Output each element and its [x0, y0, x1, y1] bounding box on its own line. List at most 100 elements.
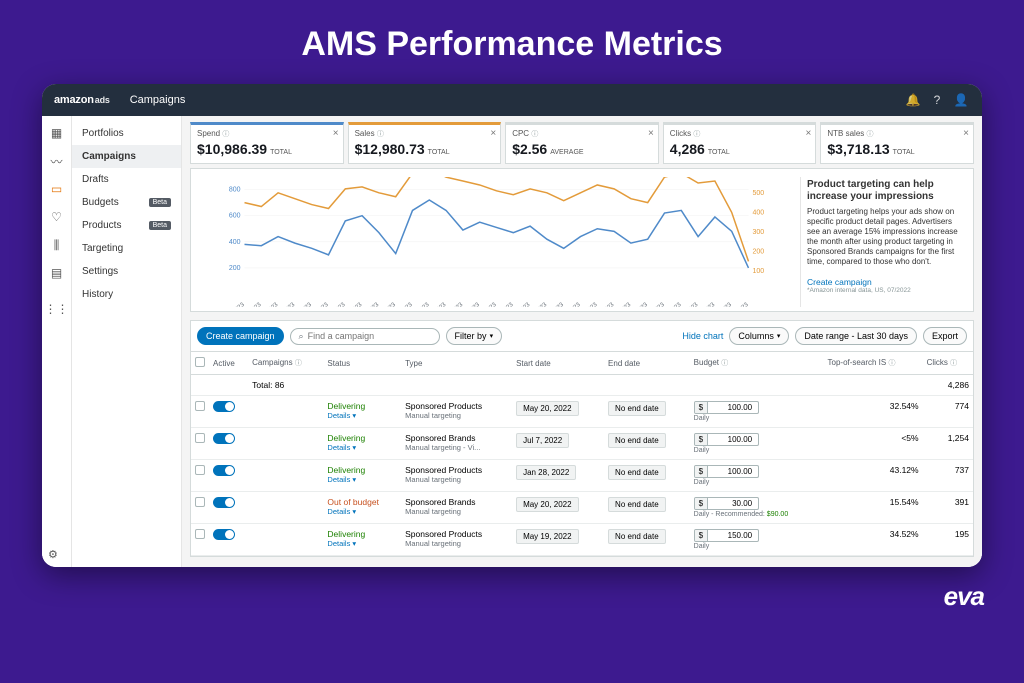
- metric-card-cpc[interactable]: ×CPC ⓘ$2.56AVERAGE: [505, 122, 659, 164]
- wallet-icon[interactable]: ▭: [50, 182, 64, 196]
- column-header[interactable]: Status: [323, 352, 401, 375]
- svg-text:400: 400: [229, 239, 241, 246]
- metric-card-ntb-sales[interactable]: ×NTB sales ⓘ$3,718.13TOTAL: [820, 122, 974, 164]
- status-text: Out of budget: [327, 497, 397, 507]
- columns-button[interactable]: Columns ▾: [729, 327, 789, 345]
- sidebar-item-label: Campaigns: [82, 151, 136, 162]
- details-link[interactable]: Details ▾: [327, 411, 397, 420]
- trend-icon[interactable]: 〰: [50, 154, 64, 168]
- sidebar-item-budgets[interactable]: BudgetsBeta: [72, 191, 181, 214]
- footer-brand: eva: [944, 581, 984, 612]
- end-date[interactable]: No end date: [608, 401, 666, 416]
- metric-card-clicks[interactable]: ×Clicks ⓘ4,286TOTAL: [663, 122, 817, 164]
- budget-frequency: Daily: [694, 479, 820, 486]
- end-date[interactable]: No end date: [608, 433, 666, 448]
- close-icon[interactable]: ×: [963, 128, 969, 139]
- beta-badge: Beta: [149, 198, 171, 207]
- search-field[interactable]: [308, 331, 431, 341]
- bars-icon[interactable]: ⫼: [50, 238, 64, 252]
- row-checkbox[interactable]: [195, 433, 205, 443]
- row-checkbox[interactable]: [195, 529, 205, 539]
- date-range-button[interactable]: Date range - Last 30 days: [795, 327, 917, 345]
- budget-input[interactable]: $100.00: [694, 433, 759, 446]
- column-header[interactable]: Active: [209, 352, 248, 375]
- promo-link[interactable]: Create campaign: [807, 277, 963, 287]
- promo-panel: Product targeting can help increase your…: [800, 177, 965, 307]
- sidebar-item-campaigns[interactable]: Campaigns: [72, 145, 181, 168]
- end-date[interactable]: No end date: [608, 465, 666, 480]
- active-toggle[interactable]: [213, 401, 235, 412]
- start-date[interactable]: May 19, 2022: [516, 529, 578, 544]
- sidebar-item-settings[interactable]: Settings: [72, 260, 181, 283]
- export-button[interactable]: Export: [923, 327, 967, 345]
- tos-value: 15.54%: [824, 492, 923, 524]
- create-campaign-button[interactable]: Create campaign: [197, 327, 284, 345]
- shield-icon[interactable]: ♡: [50, 210, 64, 224]
- sidebar-item-drafts[interactable]: Drafts: [72, 168, 181, 191]
- targeting-type: Manual targeting: [405, 507, 508, 516]
- column-header[interactable]: Campaigns ⓘ: [248, 352, 323, 375]
- row-checkbox[interactable]: [195, 401, 205, 411]
- metric-label: Spend ⓘ: [197, 129, 337, 139]
- select-all-checkbox[interactable]: [195, 357, 205, 367]
- grid-icon[interactable]: ⋮⋮: [50, 302, 64, 316]
- tos-value: <5%: [824, 428, 923, 460]
- clicks-value: 391: [923, 492, 973, 524]
- tos-value: 32.54%: [824, 396, 923, 428]
- svg-text:300: 300: [753, 229, 765, 236]
- sidebar-item-products[interactable]: ProductsBeta: [72, 214, 181, 237]
- bell-icon[interactable]: 🔔: [904, 91, 922, 109]
- start-date[interactable]: Jan 28, 2022: [516, 465, 576, 480]
- clicks-value: 1,254: [923, 428, 973, 460]
- close-icon[interactable]: ×: [490, 128, 496, 139]
- budget-input[interactable]: $150.00: [694, 529, 759, 542]
- start-date[interactable]: May 20, 2022: [516, 401, 578, 416]
- start-date[interactable]: May 20, 2022: [516, 497, 578, 512]
- sidebar-item-targeting[interactable]: Targeting: [72, 237, 181, 260]
- budget-frequency: Daily - Recommended: $90.00: [694, 511, 820, 518]
- help-icon[interactable]: ?: [928, 91, 946, 109]
- active-toggle[interactable]: [213, 465, 235, 476]
- layers-icon[interactable]: ▤: [50, 266, 64, 280]
- close-icon[interactable]: ×: [333, 128, 339, 139]
- details-link[interactable]: Details ▾: [327, 507, 397, 516]
- details-link[interactable]: Details ▾: [327, 443, 397, 452]
- account-icon[interactable]: 👤: [952, 91, 970, 109]
- column-header[interactable]: Budget ⓘ: [690, 352, 824, 375]
- filter-button[interactable]: Filter by ▾: [446, 327, 503, 345]
- hide-chart-link[interactable]: Hide chart: [682, 331, 723, 341]
- budget-frequency: Daily: [694, 543, 820, 550]
- end-date[interactable]: No end date: [608, 529, 666, 544]
- row-checkbox[interactable]: [195, 497, 205, 507]
- row-checkbox[interactable]: [195, 465, 205, 475]
- budget-input[interactable]: $100.00: [694, 465, 759, 478]
- budget-input[interactable]: $100.00: [694, 401, 759, 414]
- active-toggle[interactable]: [213, 433, 235, 444]
- search-input[interactable]: ⌕: [290, 328, 440, 345]
- column-header[interactable]: End date: [604, 352, 690, 375]
- sidebar-item-portfolios[interactable]: Portfolios: [72, 122, 181, 145]
- details-link[interactable]: Details ▾: [327, 475, 397, 484]
- search-icon: ⌕: [299, 331, 304, 342]
- svg-text:800: 800: [229, 187, 241, 194]
- metric-card-spend[interactable]: ×Spend ⓘ$10,986.39TOTAL: [190, 122, 344, 164]
- column-header[interactable]: Start date: [512, 352, 604, 375]
- active-toggle[interactable]: [213, 529, 235, 540]
- close-icon[interactable]: ×: [806, 128, 812, 139]
- dashboard-icon[interactable]: ▦: [50, 126, 64, 140]
- close-icon[interactable]: ×: [648, 128, 654, 139]
- sidebar-item-history[interactable]: History: [72, 283, 181, 306]
- column-header[interactable]: Type: [401, 352, 512, 375]
- column-header[interactable]: Top-of-search IS ⓘ: [824, 352, 923, 375]
- active-toggle[interactable]: [213, 497, 235, 508]
- table-row: DeliveringDetails ▾Sponsored ProductsMan…: [191, 396, 973, 428]
- details-link[interactable]: Details ▾: [327, 539, 397, 548]
- metric-value: $12,980.73TOTAL: [355, 141, 495, 157]
- column-header[interactable]: Clicks ⓘ: [923, 352, 973, 375]
- metric-card-sales[interactable]: ×Sales ⓘ$12,980.73TOTAL: [348, 122, 502, 164]
- promo-footnote: *Amazon internal data, US, 07/2022: [807, 287, 963, 294]
- budget-input[interactable]: $30.00: [694, 497, 759, 510]
- end-date[interactable]: No end date: [608, 497, 666, 512]
- settings-gear-icon[interactable]: ⚙: [48, 548, 58, 561]
- start-date[interactable]: Jul 7, 2022: [516, 433, 569, 448]
